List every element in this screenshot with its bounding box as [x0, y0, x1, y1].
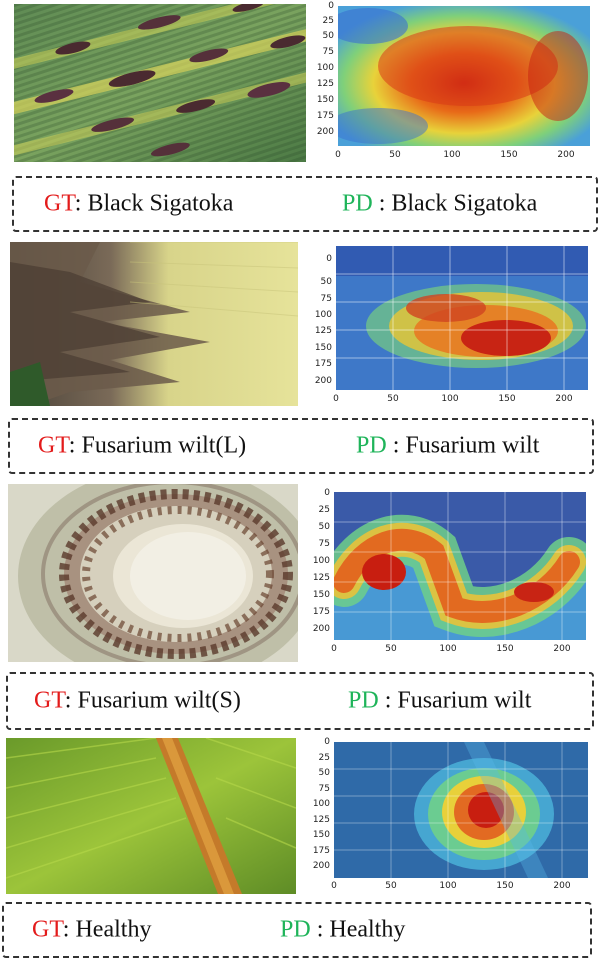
heatmap-3: 0 25 50 75 100 125 150 175 200 0 50 100 … — [302, 486, 600, 662]
x-tick: 150 — [496, 644, 514, 654]
y-tick: 0 — [328, 1, 334, 11]
y-tick: 0 — [326, 254, 332, 264]
y-tick: 150 — [316, 95, 334, 105]
pd-value: Fusarium wilt — [397, 687, 532, 714]
heatmap-plot-area — [334, 742, 588, 878]
x-tick: 100 — [439, 881, 457, 891]
x-tick: 50 — [385, 644, 397, 654]
heatmap-plot-area — [334, 492, 586, 640]
y-tick: 100 — [314, 310, 332, 320]
y-tick: 200 — [312, 624, 330, 634]
x-tick: 200 — [555, 394, 573, 404]
y-tick: 50 — [322, 31, 334, 41]
pd-key: PD — [348, 687, 379, 714]
gt-value: Fusarium wilt(L) — [81, 432, 247, 459]
gt-key: GT — [44, 190, 75, 217]
leaf-photo-4 — [6, 738, 296, 894]
y-tick: 75 — [318, 539, 330, 549]
pd-sep: : — [310, 916, 330, 943]
x-tick: 50 — [385, 881, 397, 891]
pd-sep: : — [372, 190, 392, 217]
y-tick: 200 — [314, 376, 332, 386]
pd-value: Black Sigatoka — [391, 190, 538, 217]
x-tick: 50 — [389, 150, 401, 160]
y-tick: 125 — [316, 79, 334, 89]
gt-key: GT — [32, 916, 63, 943]
x-tick: 100 — [439, 644, 457, 654]
gt-key: GT — [34, 687, 65, 714]
x-tick: 0 — [331, 644, 337, 654]
leaf-photo-1 — [14, 4, 306, 162]
y-tick: 200 — [316, 127, 334, 137]
prediction-label-box-3: GT: Fusarium wilt(S) PD : Fusarium wilt — [6, 672, 594, 730]
x-tick: 100 — [441, 394, 459, 404]
prediction-label-box-1: GT: Black Sigatoka PD : Black Sigatoka — [12, 176, 598, 232]
gt-key: GT — [38, 432, 69, 459]
gt-value: Healthy — [75, 916, 152, 943]
y-tick: 75 — [322, 47, 334, 57]
heatmap-2: 0 50 75 100 125 150 175 200 0 50 100 150… — [304, 240, 600, 412]
pd-sep: : — [378, 687, 398, 714]
pd-value: Fusarium wilt — [405, 432, 540, 459]
y-tick: 175 — [312, 607, 330, 617]
leaf-photo-2 — [10, 242, 298, 406]
y-tick: 125 — [314, 326, 332, 336]
y-tick: 150 — [314, 343, 332, 353]
y-tick: 125 — [312, 573, 330, 583]
heatmap-4: 0 25 50 75 100 125 150 175 200 0 50 100 … — [300, 736, 600, 896]
y-tick: 75 — [318, 784, 330, 794]
y-tick: 100 — [316, 63, 334, 73]
pd-key: PD — [342, 190, 373, 217]
prediction-label-box-4: GT: Healthy PD : Healthy — [2, 902, 592, 958]
pd-sep: : — [386, 432, 406, 459]
x-tick: 150 — [496, 881, 514, 891]
pd-key: PD — [280, 916, 311, 943]
y-tick: 175 — [316, 111, 334, 121]
gt-sep: : — [62, 916, 76, 943]
x-tick: 200 — [553, 644, 571, 654]
y-tick: 25 — [322, 16, 334, 26]
y-tick: 100 — [312, 799, 330, 809]
pd-key: PD — [356, 432, 387, 459]
x-tick: 50 — [387, 394, 399, 404]
y-tick: 0 — [324, 488, 330, 498]
pd-value: Healthy — [329, 916, 406, 943]
y-tick: 50 — [318, 768, 330, 778]
y-tick: 175 — [314, 359, 332, 369]
gt-sep: : — [74, 190, 88, 217]
x-tick: 150 — [500, 150, 518, 160]
x-tick: 0 — [331, 881, 337, 891]
y-tick: 25 — [318, 753, 330, 763]
gt-sep: : — [68, 432, 82, 459]
y-tick: 150 — [312, 590, 330, 600]
y-tick: 100 — [312, 556, 330, 566]
y-tick: 125 — [312, 815, 330, 825]
y-tick: 25 — [318, 505, 330, 515]
gt-value: Black Sigatoka — [87, 190, 234, 217]
gt-sep: : — [64, 687, 78, 714]
heatmap-plot-area — [336, 246, 588, 390]
x-tick: 100 — [443, 150, 461, 160]
y-tick: 150 — [312, 830, 330, 840]
prediction-label-box-2: GT: Fusarium wilt(L) PD : Fusarium wilt — [8, 418, 594, 474]
heatmap-1: 0 25 50 75 100 125 150 175 200 0 50 100 … — [308, 0, 600, 170]
y-tick: 50 — [318, 522, 330, 532]
stem-cross-section-photo-3 — [8, 484, 298, 662]
y-tick: 0 — [324, 737, 330, 747]
x-tick: 150 — [498, 394, 516, 404]
heatmap-plot-area — [338, 6, 590, 146]
x-tick: 200 — [557, 150, 575, 160]
y-tick: 75 — [320, 294, 332, 304]
y-tick: 50 — [320, 277, 332, 287]
y-tick: 175 — [312, 846, 330, 856]
x-tick: 0 — [335, 150, 341, 160]
x-tick: 200 — [553, 881, 571, 891]
x-tick: 0 — [333, 394, 339, 404]
y-tick: 200 — [312, 861, 330, 871]
gt-value: Fusarium wilt(S) — [77, 687, 241, 714]
